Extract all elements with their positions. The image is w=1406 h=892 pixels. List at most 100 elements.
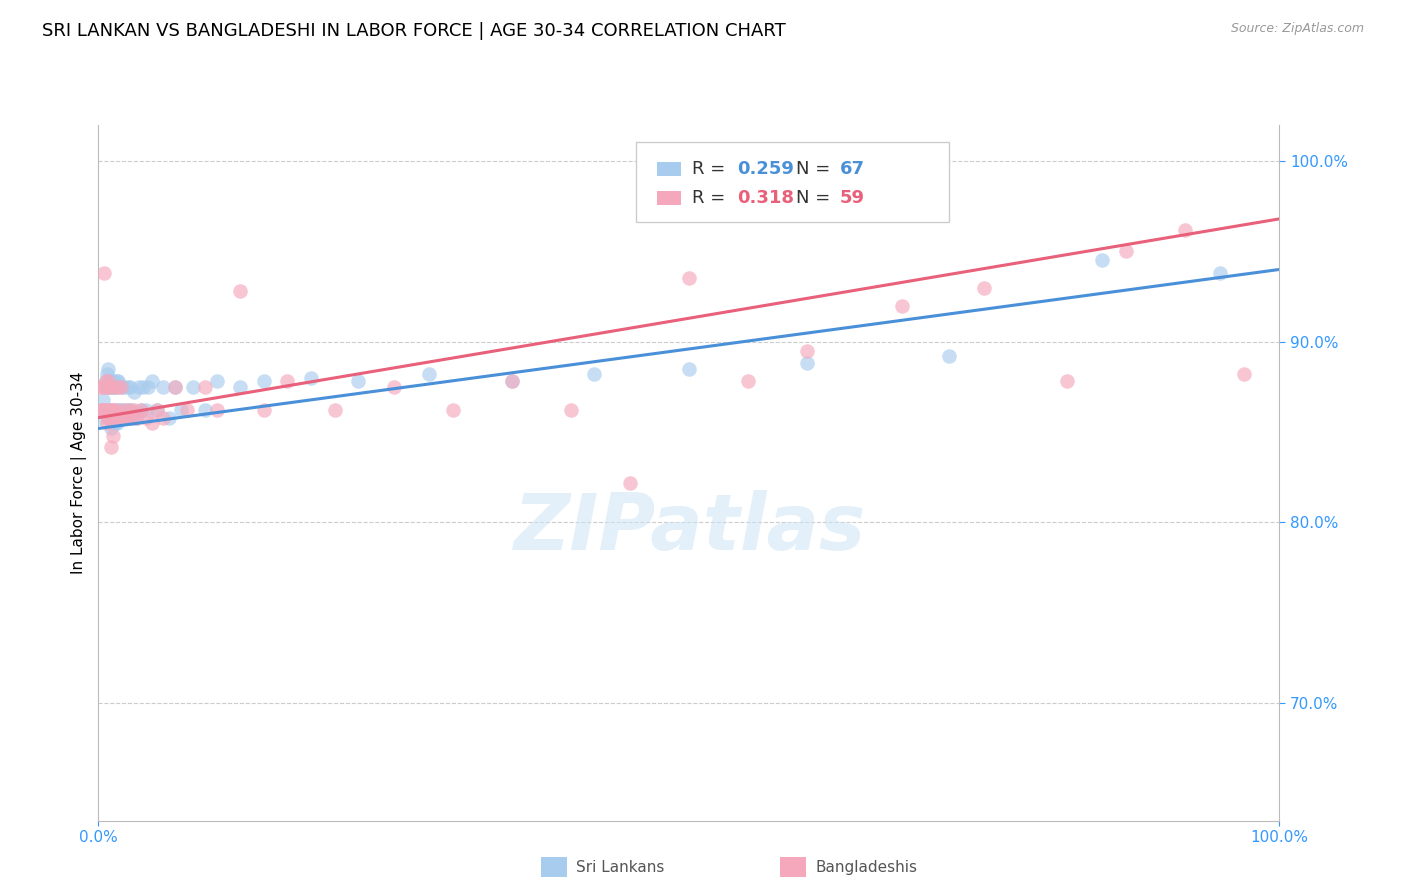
Point bbox=[89, 410, 111, 425]
Point bbox=[112, 380, 135, 394]
Point bbox=[108, 403, 131, 417]
Point bbox=[115, 410, 138, 425]
Point bbox=[1056, 375, 1078, 389]
Point bbox=[323, 403, 346, 417]
Point bbox=[114, 403, 136, 417]
Point bbox=[103, 410, 125, 425]
Y-axis label: In Labor Force | Age 30-34: In Labor Force | Age 30-34 bbox=[72, 371, 87, 574]
Point bbox=[97, 362, 120, 376]
Point bbox=[104, 416, 127, 430]
Text: R =: R = bbox=[693, 160, 731, 178]
Point bbox=[93, 380, 115, 394]
Point bbox=[94, 375, 117, 389]
Point bbox=[121, 410, 143, 425]
Point bbox=[100, 421, 122, 435]
Point bbox=[105, 380, 128, 394]
Point bbox=[678, 362, 700, 376]
Point bbox=[96, 403, 118, 417]
Point bbox=[107, 380, 129, 394]
Text: R =: R = bbox=[693, 189, 731, 207]
Text: 0.318: 0.318 bbox=[737, 189, 794, 207]
Point bbox=[132, 380, 155, 394]
FancyBboxPatch shape bbox=[657, 161, 681, 176]
Point bbox=[276, 375, 298, 389]
Point bbox=[101, 428, 124, 442]
Point bbox=[938, 349, 960, 363]
Point bbox=[93, 403, 115, 417]
Point bbox=[118, 403, 141, 417]
Point bbox=[111, 403, 134, 417]
Point bbox=[122, 403, 145, 417]
Point bbox=[98, 410, 121, 425]
Point bbox=[146, 403, 169, 417]
Text: N =: N = bbox=[796, 189, 837, 207]
Point bbox=[103, 375, 125, 389]
Point bbox=[98, 403, 121, 417]
Text: Bangladeshis: Bangladeshis bbox=[815, 860, 918, 874]
Text: SRI LANKAN VS BANGLADESHI IN LABOR FORCE | AGE 30-34 CORRELATION CHART: SRI LANKAN VS BANGLADESHI IN LABOR FORCE… bbox=[42, 22, 786, 40]
Point bbox=[98, 380, 121, 394]
Point bbox=[100, 403, 122, 417]
Point bbox=[796, 343, 818, 358]
Point bbox=[737, 375, 759, 389]
Point bbox=[97, 380, 120, 394]
Point bbox=[91, 403, 114, 417]
Point bbox=[91, 380, 114, 394]
Point bbox=[93, 266, 115, 280]
Point bbox=[100, 440, 122, 454]
Point bbox=[104, 403, 127, 417]
Text: 0.259: 0.259 bbox=[737, 160, 794, 178]
Text: Source: ZipAtlas.com: Source: ZipAtlas.com bbox=[1230, 22, 1364, 36]
Point bbox=[560, 403, 582, 417]
Point bbox=[146, 403, 169, 417]
Point bbox=[382, 380, 405, 394]
Point bbox=[194, 380, 217, 394]
Text: ZIPatlas: ZIPatlas bbox=[513, 491, 865, 566]
FancyBboxPatch shape bbox=[657, 191, 681, 205]
Point bbox=[122, 385, 145, 400]
Point bbox=[96, 416, 118, 430]
Point bbox=[94, 403, 117, 417]
Point bbox=[105, 375, 128, 389]
Point bbox=[121, 410, 143, 425]
Point bbox=[107, 403, 129, 417]
Point bbox=[105, 410, 128, 425]
Point bbox=[129, 403, 152, 417]
Text: 59: 59 bbox=[841, 189, 865, 207]
Point bbox=[107, 375, 129, 389]
Point bbox=[125, 410, 148, 425]
Text: 67: 67 bbox=[841, 160, 865, 178]
Point bbox=[104, 380, 127, 394]
Point bbox=[205, 403, 228, 417]
Point bbox=[100, 380, 122, 394]
Point bbox=[115, 410, 138, 425]
Point bbox=[194, 403, 217, 417]
Point bbox=[120, 380, 142, 394]
Point bbox=[97, 375, 120, 389]
Point bbox=[170, 403, 193, 417]
Point bbox=[441, 403, 464, 417]
Text: N =: N = bbox=[796, 160, 837, 178]
Point bbox=[117, 380, 139, 394]
Point bbox=[141, 416, 163, 430]
Point bbox=[101, 403, 124, 417]
Point bbox=[229, 380, 252, 394]
Point bbox=[229, 284, 252, 298]
Point bbox=[253, 375, 276, 389]
Point bbox=[418, 368, 440, 382]
Point bbox=[111, 410, 134, 425]
Point bbox=[128, 380, 150, 394]
Point bbox=[96, 380, 118, 394]
Point bbox=[101, 380, 124, 394]
Point bbox=[165, 380, 187, 394]
Point bbox=[152, 410, 174, 425]
Point bbox=[152, 380, 174, 394]
Point bbox=[129, 403, 152, 417]
Point bbox=[112, 403, 135, 417]
Point bbox=[181, 380, 204, 394]
Point bbox=[501, 375, 523, 389]
Point bbox=[135, 410, 157, 425]
Point bbox=[105, 410, 128, 425]
Point bbox=[136, 380, 159, 394]
Point bbox=[118, 403, 141, 417]
